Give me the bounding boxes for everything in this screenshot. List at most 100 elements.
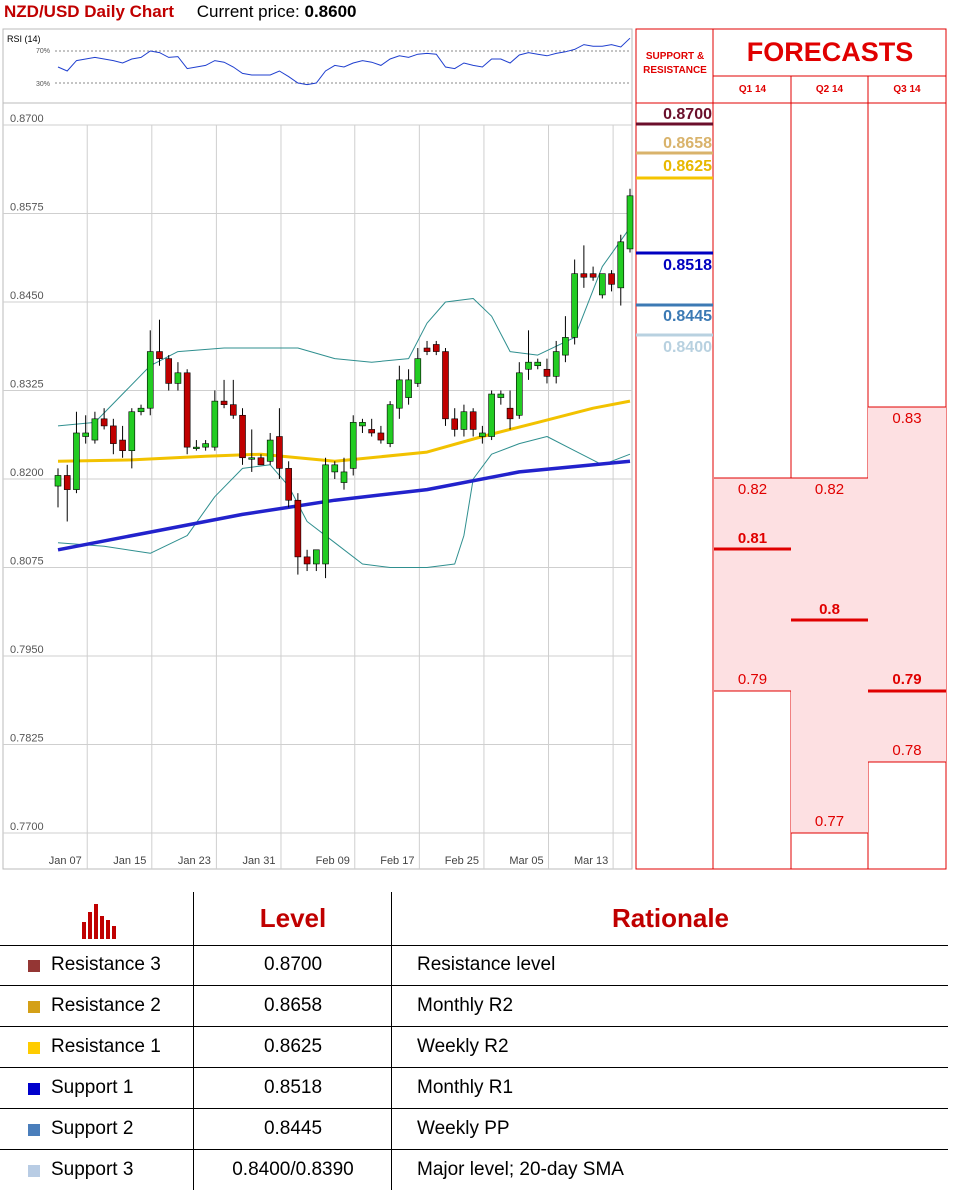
candle-body [617,241,625,289]
rsi-level-70: 70% [36,48,50,55]
forecast-ranges [714,406,946,834]
y-tick-label: 0.8450 [10,290,44,302]
candle-body [146,351,154,409]
candlesticks [54,188,634,579]
row-name: Support 2 [51,1118,134,1139]
candle-body [63,475,71,490]
row-name: Resistance 3 [51,954,161,975]
row-name-cell: Support 3 [0,1150,193,1190]
row-level: 0.8445 [193,1109,392,1149]
candle-body [515,372,523,416]
row-rationale: Major level; 20-day SMA [391,1150,954,1190]
level-header: Level [193,892,392,945]
price-panel [2,102,633,870]
bollinger-lower [57,436,631,568]
forecasts-title: FORECASTS [746,37,914,67]
color-swatch [28,1042,40,1054]
price-label: Current price: [196,2,300,21]
candle-body [488,393,495,437]
color-swatch [28,1124,40,1136]
y-axis: 0.8700 0.8575 0.8450 0.8325 0.8200 0.8075 0.79… [10,113,44,833]
price-value: 0.8600 [304,2,357,21]
candle-body [451,418,459,430]
sr-value-r1: 0.8625 [663,158,712,175]
table-row: Resistance 1 0.8625 Weekly R2 [0,1027,948,1068]
sr-value-r3: 0.8700 [663,106,712,123]
moving-averages [57,399,631,552]
row-name-cell: Resistance 3 [0,945,193,985]
sma-blue [57,459,631,552]
x-tick-label: Feb 17 [380,855,414,867]
row-name: Resistance 2 [51,995,161,1016]
forecast-range [714,478,791,691]
candle-body [100,418,108,427]
y-tick-label: 0.8325 [10,379,44,391]
sr-value-r2: 0.8658 [663,135,712,152]
row-name: Support 3 [51,1159,134,1180]
candle-body [211,400,219,448]
candle-body [322,464,329,565]
rsi-panel [2,28,633,104]
rsi-label: RSI (14) [7,34,41,44]
candle-body [589,273,597,278]
row-name-cell: Resistance 2 [0,986,193,1026]
x-tick-label: Jan 31 [242,855,275,867]
candle-body [552,351,560,377]
candle-body [414,358,422,384]
q3-high: 0.83 [892,410,922,427]
row-name-cell: Support 1 [0,1068,193,1108]
bollinger-upper [57,227,631,427]
table-header-icon-cell [0,892,193,945]
candle-body [442,351,449,420]
x-tick-label: Feb 25 [445,855,479,867]
candle-body [386,404,394,444]
candle-body [285,468,292,501]
candle-body [54,475,62,487]
q2-main: 0.8 [819,601,840,618]
candle-body [220,400,228,405]
q2-high: 0.82 [814,481,845,498]
row-name-cell: Support 2 [0,1109,193,1149]
candle-body [294,499,302,558]
row-rationale: Monthly R2 [391,986,954,1026]
candle-body [525,361,532,370]
candle-body [626,195,634,250]
sr-title: SUPPORT & RESISTANCE [643,51,707,76]
row-rationale: Monthly R1 [391,1068,954,1108]
candle-body [183,372,191,448]
rationale-header: Rationale [391,892,949,945]
candle-body [266,439,274,462]
table-row: Support 2 0.8445 Weekly PP [0,1109,948,1150]
x-tick-label: Jan 15 [113,855,146,867]
q2-header: Q2 14 [815,84,844,95]
row-name-cell: Resistance 1 [0,1027,193,1067]
candle-body [193,446,200,449]
rsi-level-30: 30% [36,81,50,88]
x-tick-label: Feb 09 [316,855,350,867]
sr-value-s3: 0.8400 [663,339,712,356]
candle-body [497,393,505,398]
rsi-line [57,37,631,86]
q2-low: 0.77 [814,813,845,830]
color-swatch [28,1083,40,1095]
candle-body [534,361,542,367]
candle-body [608,273,615,285]
candle-body [599,273,606,296]
color-swatch [28,1165,40,1177]
candle-body [571,273,578,338]
candle-body [276,436,283,469]
candle-body [460,411,468,430]
x-axis: Jan 07 Jan 15 Jan 23 Jan 31 Feb 09 Feb 17 Feb … [49,855,609,867]
y-tick-label: 0.8575 [10,202,44,214]
candle-body [248,457,256,460]
row-rationale: Weekly R2 [391,1027,954,1067]
table-row: Support 1 0.8518 Monthly R1 [0,1068,948,1109]
row-rationale: Weekly PP [391,1109,954,1149]
bar-chart-icon [82,904,116,939]
bollinger-bands [57,227,631,568]
y-tick-label: 0.8700 [10,113,44,125]
forecast-range [868,407,946,762]
candle-body [396,379,403,409]
sr-value-s2: 0.8445 [663,308,712,325]
candle-body [110,425,117,444]
